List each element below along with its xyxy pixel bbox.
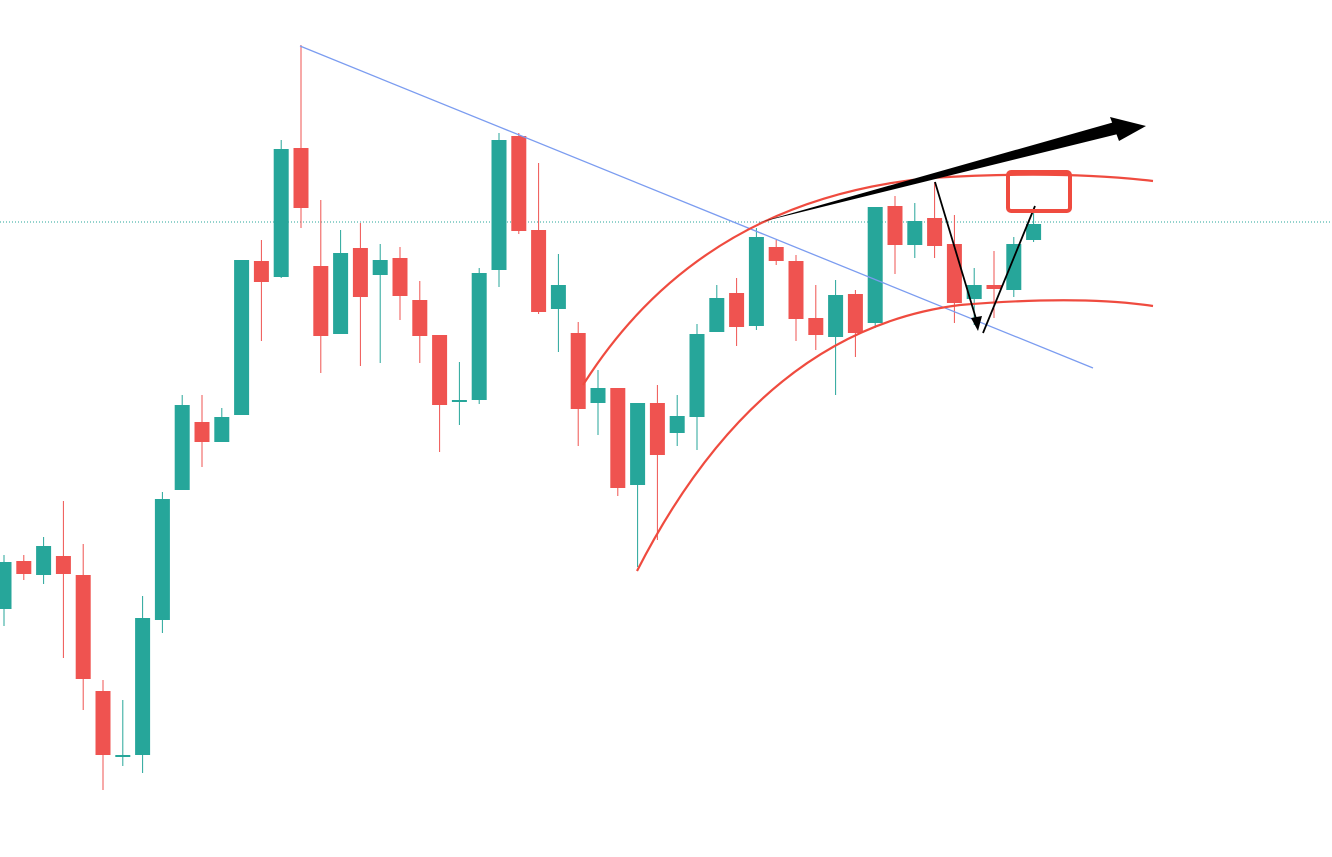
down-arrow-head (971, 316, 982, 331)
candle-body (491, 140, 507, 270)
candle-body (788, 261, 804, 319)
candle-body (590, 388, 606, 403)
candle-body (154, 499, 170, 620)
candle-body (273, 149, 289, 277)
candle-body (867, 207, 883, 323)
candle-body (1026, 224, 1042, 240)
up-arrow (982, 205, 1036, 334)
candle-body (135, 618, 151, 755)
candle-body (986, 285, 1002, 289)
candle-body (333, 253, 349, 334)
down-arrow (934, 181, 978, 323)
candle-body (689, 334, 705, 417)
candle-body (95, 691, 111, 755)
candle-body (946, 244, 962, 303)
candle-body (887, 206, 903, 245)
candle-body (372, 260, 388, 275)
candle-body (392, 258, 408, 296)
candle-body (649, 403, 665, 455)
candle-body (1006, 244, 1022, 290)
candle-body (0, 562, 12, 609)
candle-body (432, 335, 448, 405)
candle-body (471, 273, 487, 400)
candle-body (847, 294, 863, 333)
candle-body (808, 318, 824, 335)
candle-body (729, 293, 745, 327)
candle-body (313, 266, 329, 336)
candle-body (174, 405, 190, 490)
candle-body (570, 333, 586, 409)
trend-arrow-shaft (757, 121, 1122, 223)
candle-body (531, 230, 547, 312)
candle-body (253, 261, 269, 282)
candles (0, 45, 1042, 790)
candle-body (828, 295, 844, 337)
candle-body (214, 417, 230, 442)
candle-body (75, 575, 91, 679)
candle-body (966, 285, 982, 299)
candle-body (550, 285, 566, 309)
target-box (1006, 170, 1072, 213)
lower-arc (636, 299, 1154, 572)
candle-body (709, 298, 725, 332)
candle-body (630, 403, 646, 485)
candle-body (511, 136, 527, 231)
candle-body (748, 237, 764, 326)
annotations (299, 45, 1154, 572)
candle-body (768, 247, 784, 261)
candle-body (610, 388, 626, 488)
candle-body (293, 148, 309, 208)
candle-body (352, 248, 368, 297)
candle-body (194, 422, 210, 442)
candle-body (451, 400, 467, 402)
candle-body (412, 300, 428, 336)
candle-body (115, 755, 131, 757)
upper-arc (582, 173, 1154, 386)
candle-body (907, 221, 923, 245)
trend-line (299, 45, 1094, 369)
trend-arrow-head (1110, 117, 1146, 141)
candle-body (16, 561, 32, 574)
candle-body (927, 218, 943, 246)
candle-body (234, 260, 250, 415)
candle-body (55, 556, 71, 574)
candle-body (36, 546, 52, 575)
candle-body (669, 416, 685, 433)
